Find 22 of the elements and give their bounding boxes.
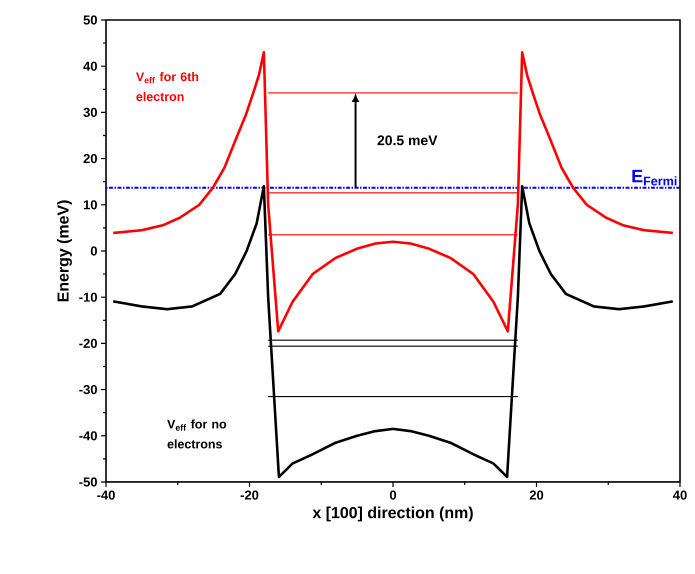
y-tick-label: -20 <box>79 338 97 348</box>
x-tick-label: -20 <box>240 490 258 500</box>
x-tick-label: 40 <box>673 490 687 500</box>
text: V$_{eff}$ for 6th electron <box>136 72 198 102</box>
y-tick-label: 10 <box>84 200 97 210</box>
x-tick-label: -40 <box>97 490 115 500</box>
y-tick-label: 20 <box>84 154 97 164</box>
x-axis-title: x [100] direction (nm) <box>312 506 473 522</box>
y-tick-label: -30 <box>79 384 97 394</box>
x-tick-label: 0 <box>390 490 396 500</box>
ref-line-label: E$_{Fermi}$ <box>632 170 676 186</box>
y-tick-label: -40 <box>79 431 97 440</box>
y-tick-label: 50 <box>83 15 97 25</box>
y-tick-label: 30 <box>83 108 97 117</box>
y-tick-label: 40 <box>83 62 97 71</box>
y-axis-title: Energy (meV) <box>57 200 72 302</box>
x-tick-label: 20 <box>530 490 544 500</box>
annotation: 20.5 meV <box>377 135 438 146</box>
y-tick-label: -10 <box>79 292 97 302</box>
text: V$_{eff}$ for no electrons <box>167 419 226 448</box>
y-tick-label: -50 <box>79 477 97 487</box>
y-tick-label: 0 <box>90 246 97 256</box>
